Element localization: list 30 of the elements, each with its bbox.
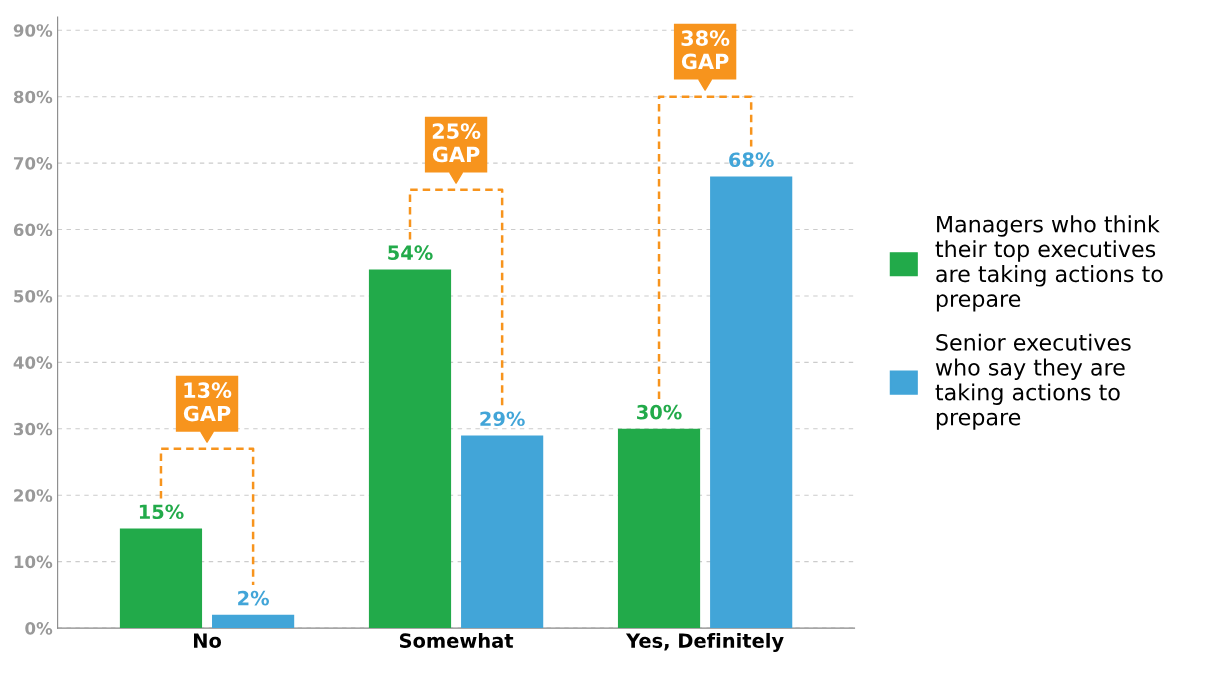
data-label: 15% — [139, 504, 184, 520]
y-tick-label: 10% — [14, 555, 53, 569]
bar — [461, 435, 544, 629]
bar — [119, 528, 203, 629]
bar — [710, 176, 793, 629]
data-label: 29% — [480, 411, 525, 427]
y-tick-label: 30% — [13, 422, 53, 436]
data-label: 30% — [637, 404, 682, 420]
legend-label: Senior executives who say they are taking actions to prepare — [935, 333, 1131, 430]
x-tick-label: No — [194, 633, 222, 648]
y-tick-label: 60% — [13, 223, 53, 237]
y-tick-label: 80% — [13, 90, 53, 104]
annotation: 25% GAP — [432, 123, 481, 163]
bar — [617, 428, 701, 629]
x-tick-label: Yes, Definitely — [625, 632, 784, 652]
legend-label: Managers who think their top executives are taking actions to prepare — [935, 215, 1163, 312]
data-label: 68% — [729, 152, 774, 168]
annotation: 13% GAP — [183, 382, 232, 422]
y-tick-label: 70% — [13, 157, 53, 170]
annotation: 38% GAP — [681, 30, 730, 70]
data-label: 54% — [388, 245, 433, 261]
y-tick-label: 40% — [13, 356, 53, 369]
y-tick-label: 20% — [14, 489, 53, 502]
y-tick-label: 0% — [25, 622, 53, 635]
y-tick-label: 50% — [14, 289, 53, 303]
data-label: 2% — [238, 590, 269, 606]
bar — [212, 614, 295, 629]
y-tick-label: 90% — [13, 24, 53, 37]
x-tick-label: Somewhat — [399, 632, 514, 648]
bar — [368, 269, 452, 629]
